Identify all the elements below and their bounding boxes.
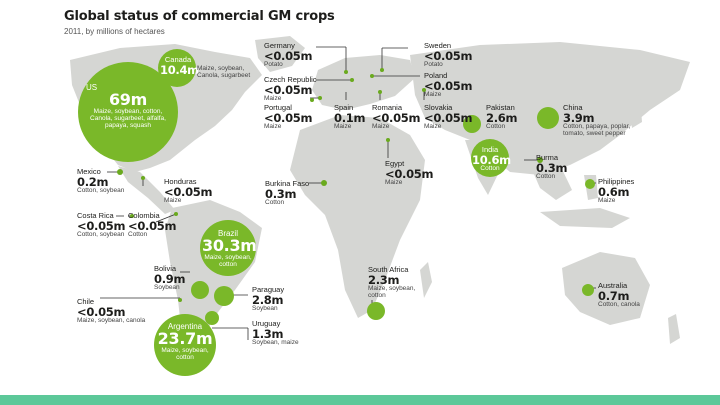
bubble-argentina	[154, 314, 216, 376]
label-uruguay: Uruguay 1.3m Soybean, maize	[252, 319, 299, 346]
label-poland: Poland <0.05m Maize	[424, 71, 473, 98]
central-america-land	[118, 166, 175, 214]
dot-mexico	[117, 169, 123, 175]
dot-poland	[370, 74, 374, 78]
dot-egypt	[386, 138, 390, 142]
label-philippines: Philippines 0.6m Maize	[598, 177, 635, 204]
dot-romania	[378, 90, 382, 94]
southeast-asia-land	[530, 165, 572, 200]
label-egypt: Egypt <0.05m Maize	[385, 159, 434, 186]
dot-honduras	[141, 176, 145, 180]
dot-costa-rica	[130, 214, 134, 218]
bubble-india	[471, 139, 509, 177]
label-colombia: Colombia <0.05m Cotton	[128, 211, 177, 238]
label-czech: Czech Republic <0.05m Maize	[264, 75, 317, 102]
label-burma: Burma 0.3m Cotton	[536, 153, 568, 180]
bubble-australia	[582, 284, 594, 296]
label-slovakia: Slovakia <0.05m Maize	[424, 103, 473, 130]
bubble-south-africa	[367, 302, 385, 320]
dot-colombia	[174, 212, 178, 216]
label-south-africa: South Africa 2.3m Maize, soybean, cotton	[368, 265, 416, 299]
map-subtitle: 2011, by millions of hectares	[64, 27, 165, 36]
bubble-uruguay	[205, 311, 219, 325]
japan-land	[628, 95, 642, 128]
bubble-pakistan	[463, 115, 481, 133]
bubbles	[78, 49, 595, 376]
madagascar-land	[420, 262, 432, 298]
label-bolivia: Bolivia 0.9m Soybean	[154, 264, 186, 291]
bubble-philippines	[585, 179, 595, 189]
dot-burkina	[321, 180, 327, 186]
label-india: India 10.6m Cotton	[472, 145, 511, 172]
dot-chile	[178, 298, 182, 302]
label-portugal: Portugal <0.05m Maize	[264, 103, 313, 130]
map-title: Global status of commercial GM crops	[64, 9, 335, 24]
label-costa-rica: Costa Rica <0.05m Cotton, soybean	[77, 211, 126, 238]
bubble-canada	[158, 49, 196, 87]
new-zealand-land	[668, 314, 680, 344]
indonesia-land	[540, 208, 630, 228]
dot-portugal	[310, 98, 314, 102]
dot-spain	[318, 96, 322, 100]
bubble-us	[78, 62, 178, 162]
label-paraguay: Paraguay 2.8m Soybean	[252, 285, 285, 312]
label-argentina: Argentina 23.7m Maize, soybean, cotton	[157, 322, 213, 361]
label-romania: Romania <0.05m Maize	[372, 103, 421, 130]
bubble-china	[537, 107, 559, 129]
label-sweden: Sweden <0.05m Potato	[424, 41, 473, 68]
label-canada-crops: Maize, soybean, Canola, sugarbeet	[197, 65, 251, 79]
dot-czech	[350, 78, 354, 82]
dot-slovakia	[422, 88, 426, 92]
label-australia: Australia 0.7m Cotton, canola	[598, 281, 640, 308]
bubble-brazil	[200, 220, 256, 276]
label-burkina: Burkina Faso 0.3m Cotton	[265, 179, 310, 206]
label-chile: Chile <0.05m Maize, soybean, canola	[77, 297, 146, 324]
dot-germany	[344, 70, 348, 74]
europe-land	[312, 55, 415, 110]
dot-sweden	[380, 68, 384, 72]
dot-burma	[537, 157, 543, 163]
australia-land	[562, 252, 650, 325]
label-us: US 69m Maize, soybean, cotton, Canola, s…	[86, 83, 166, 129]
bottom-accent-bar	[0, 395, 720, 405]
bubble-bolivia	[191, 281, 209, 299]
label-canada: Canada 10.4m	[160, 55, 199, 77]
bubble-paraguay	[214, 286, 234, 306]
label-china: China 3.9m Cotton, papaya, poplar, tomat…	[563, 103, 631, 137]
label-honduras: Honduras <0.05m Maize	[164, 177, 213, 204]
label-spain: Spain 0.1m Maize	[334, 103, 366, 130]
label-mexico: Mexico 0.2m Cotton, soybean	[77, 167, 125, 194]
africa-land	[290, 115, 425, 318]
greenland-land	[255, 36, 305, 72]
label-germany: Germany <0.05m Potato	[264, 41, 313, 68]
label-brazil: Brazil 30.3m Maize, soybean, cotton	[202, 229, 257, 268]
label-pakistan: Pakistan 2.6m Cotton	[486, 103, 518, 130]
